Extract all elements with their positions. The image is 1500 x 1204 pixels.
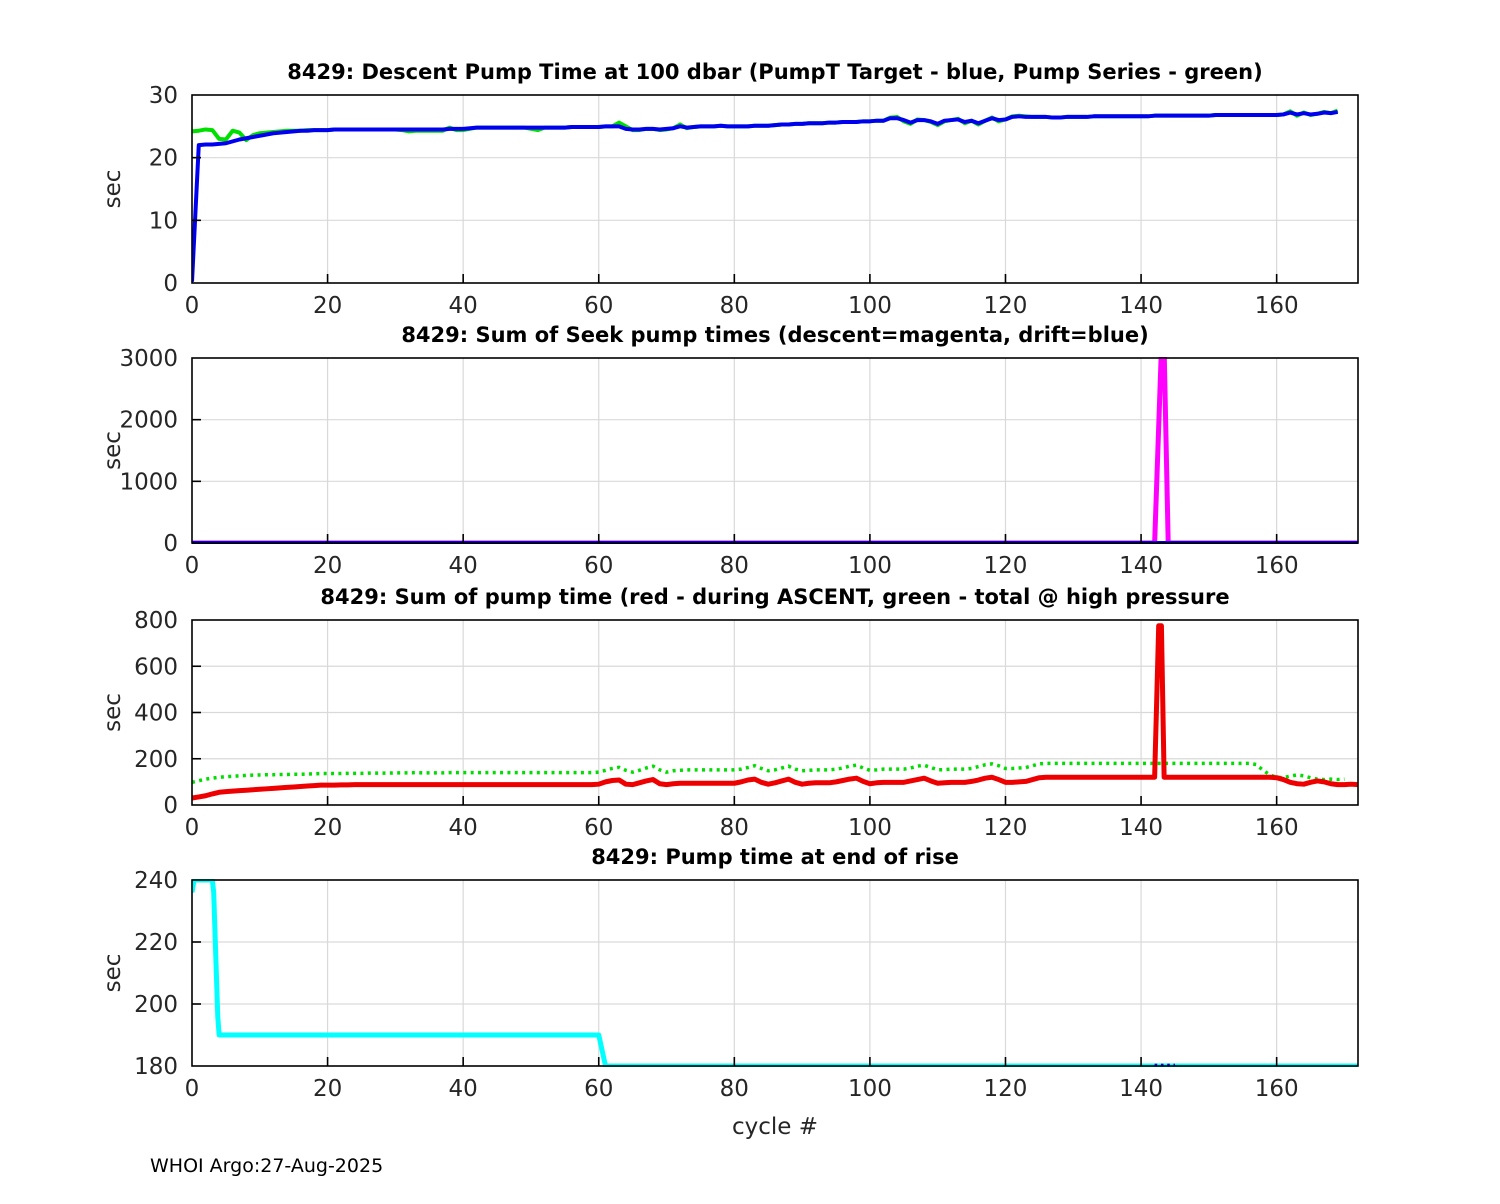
- x-tick-label: 160: [1255, 553, 1299, 579]
- y-tick-label: 220: [134, 930, 178, 956]
- x-tick-label: 40: [449, 553, 478, 579]
- x-tick-label: 140: [1119, 1076, 1163, 1102]
- x-tick-label: 60: [584, 815, 613, 841]
- y-tick-label: 180: [134, 1054, 178, 1080]
- y-tick-label: 1000: [119, 469, 178, 495]
- y-tick-label: 10: [149, 208, 178, 234]
- y-tick-label: 200: [134, 992, 178, 1018]
- x-tick-label: 120: [984, 553, 1028, 579]
- panel-3: 8429: Sum of pump time (red - during ASC…: [100, 585, 1359, 841]
- x-tick-label: 20: [313, 553, 342, 579]
- x-tick-label: 40: [449, 1076, 478, 1102]
- x-tick-label: 100: [848, 815, 892, 841]
- axis-frame: [191, 357, 1359, 544]
- y-tick-label: 20: [149, 146, 178, 172]
- y-tick-label: 200: [134, 747, 178, 773]
- x-tick-label: 60: [584, 553, 613, 579]
- footer-text: WHOI Argo:27-Aug-2025: [150, 1155, 384, 1177]
- x-tick-label: 40: [449, 815, 478, 841]
- panel-2: 8429: Sum of Seek pump times (descent=ma…: [100, 323, 1359, 579]
- x-tick-label: 140: [1119, 815, 1163, 841]
- x-tick-label: 20: [313, 293, 342, 319]
- y-tick-label: 30: [149, 83, 178, 109]
- series-line-green: [192, 761, 1345, 785]
- x-tick-label: 100: [848, 1076, 892, 1102]
- y-tick-label: 240: [134, 868, 178, 894]
- y-axis-label: sec: [100, 954, 126, 993]
- series-line-magenta: [192, 357, 1358, 544]
- x-tick-label: 20: [313, 815, 342, 841]
- x-tick-label: 100: [848, 293, 892, 319]
- x-tick-label: 0: [185, 553, 200, 579]
- x-tick-label: 60: [584, 1076, 613, 1102]
- x-tick-label: 80: [720, 1076, 749, 1102]
- series-line-red: [192, 623, 1358, 801]
- x-tick-label: 140: [1119, 553, 1163, 579]
- panel-4: 8429: Pump time at end of rise1802002202…: [100, 845, 1359, 1140]
- panel-title: 8429: Sum of Seek pump times (descent=ma…: [401, 323, 1148, 347]
- x-tick-label: 140: [1119, 293, 1163, 319]
- y-tick-label: 600: [134, 654, 178, 680]
- panel-title: 8429: Sum of pump time (red - during ASC…: [320, 585, 1229, 609]
- y-axis-label: sec: [100, 170, 126, 209]
- x-tick-label: 80: [720, 553, 749, 579]
- x-tick-label: 120: [984, 293, 1028, 319]
- y-tick-label: 400: [134, 701, 178, 727]
- panel-1: 8429: Descent Pump Time at 100 dbar (Pum…: [100, 60, 1359, 319]
- x-tick-label: 0: [185, 815, 200, 841]
- axis-frame: [191, 879, 1359, 1067]
- x-tick-label: 160: [1255, 293, 1299, 319]
- y-axis-label: sec: [100, 431, 126, 470]
- y-tick-label: 2000: [119, 408, 178, 434]
- y-axis-label: sec: [100, 693, 126, 732]
- y-tick-label: 3000: [119, 346, 178, 372]
- x-tick-label: 0: [185, 1076, 200, 1102]
- x-tick-label: 20: [313, 1076, 342, 1102]
- x-tick-label: 60: [584, 293, 613, 319]
- panel-title: 8429: Pump time at end of rise: [591, 845, 959, 869]
- x-tick-label: 80: [720, 815, 749, 841]
- y-tick-label: 0: [163, 793, 178, 819]
- x-tick-label: 100: [848, 553, 892, 579]
- x-tick-label: 160: [1255, 815, 1299, 841]
- x-axis-label: cycle #: [732, 1114, 818, 1140]
- series-line-cyan: [192, 879, 1358, 1067]
- footer-credit: WHOI Argo:27-Aug-2025: [150, 1155, 383, 1177]
- y-tick-label: 0: [163, 271, 178, 297]
- x-tick-label: 40: [449, 293, 478, 319]
- axis-frame: [191, 94, 1359, 284]
- x-tick-label: 120: [984, 815, 1028, 841]
- x-tick-label: 80: [720, 293, 749, 319]
- series-line-blue: [192, 109, 1339, 282]
- x-tick-label: 120: [984, 1076, 1028, 1102]
- x-tick-label: 160: [1255, 1076, 1299, 1102]
- y-tick-label: 800: [134, 608, 178, 634]
- y-tick-label: 0: [163, 531, 178, 557]
- x-tick-label: 0: [185, 293, 200, 319]
- panel-title: 8429: Descent Pump Time at 100 dbar (Pum…: [287, 60, 1262, 84]
